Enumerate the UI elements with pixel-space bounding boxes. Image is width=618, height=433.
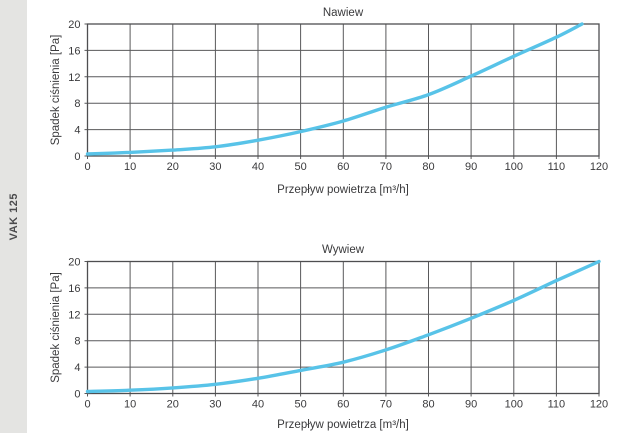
plot-border — [86, 23, 600, 157]
x-tick-label: 70 — [380, 161, 392, 173]
x-tick-label: 20 — [167, 161, 179, 173]
x-tick-label: 40 — [252, 161, 264, 173]
x-tick-label: 110 — [548, 161, 566, 173]
x-tick-label: 10 — [124, 161, 136, 173]
x-tick-label: 50 — [294, 161, 306, 173]
x-tick-label: 40 — [252, 399, 264, 411]
x-tick-label: 30 — [209, 399, 221, 411]
curve-wywiew — [85, 259, 601, 394]
plot-border — [86, 260, 600, 395]
x-tick-label: 80 — [422, 161, 434, 173]
chart-title-nawiew: Nawiew — [323, 7, 364, 19]
grid-lines — [84, 261, 600, 397]
y-tick-label: 8 — [74, 336, 80, 348]
curve-nawiew — [85, 22, 584, 156]
x-tick-label: 50 — [294, 399, 306, 411]
y-axis-label-nawiew: Spadek ciśnienia [Pa] — [50, 35, 62, 146]
x-axis-label-nawiew: Przepływ powietrza [m³/h] — [277, 184, 409, 196]
x-tick-label: 100 — [505, 399, 523, 411]
x-tick-label: 90 — [465, 161, 477, 173]
chart-plot-nawiew: 0 10 20 30 40 50 60 70 80 90 100 110 120 0 4 8 12 16 20 — [68, 19, 608, 173]
x-tick-label: 100 — [505, 161, 523, 173]
x-tick-label: 0 — [84, 399, 90, 411]
grid-lines — [84, 23, 600, 159]
x-tick-label: 30 — [209, 161, 221, 173]
x-tick-label: 120 — [590, 161, 608, 173]
y-tick-label: 12 — [68, 72, 80, 84]
x-tick-label: 70 — [380, 399, 392, 411]
product-strip: VAK 125 — [0, 0, 27, 433]
y-tick-label: 20 — [68, 257, 80, 269]
x-tick-label: 10 — [124, 399, 136, 411]
x-tick-label: 60 — [337, 399, 349, 411]
x-tick-label: 0 — [84, 161, 90, 173]
x-tick-label: 80 — [422, 399, 434, 411]
x-tick-label: 120 — [590, 399, 608, 411]
y-axis-label-wywiew: Spadek ciśnienia [Pa] — [50, 272, 62, 383]
chart-title-wywiew: Wywiew — [322, 244, 365, 256]
y-tick-label: 16 — [68, 283, 80, 295]
y-tick-label: 4 — [74, 362, 80, 374]
y-tick-label: 12 — [68, 309, 80, 321]
chart-plot-wywiew: 0 10 20 30 40 50 60 70 80 90 100 110 120 0 4 8 12 16 20 — [68, 257, 608, 411]
y-tick-label: 0 — [74, 151, 80, 163]
x-tick-label: 60 — [337, 161, 349, 173]
y-tick-label: 0 — [74, 389, 80, 401]
y-tick-label: 4 — [74, 125, 80, 137]
y-tick-label: 16 — [68, 45, 80, 57]
x-tick-label: 110 — [548, 399, 566, 411]
y-tick-label: 20 — [68, 19, 80, 31]
x-tick-label: 90 — [465, 399, 477, 411]
y-tick-label: 8 — [74, 98, 80, 110]
x-tick-label: 20 — [167, 399, 179, 411]
x-axis-label-wywiew: Przepływ powietrza [m³/h] — [277, 419, 409, 431]
